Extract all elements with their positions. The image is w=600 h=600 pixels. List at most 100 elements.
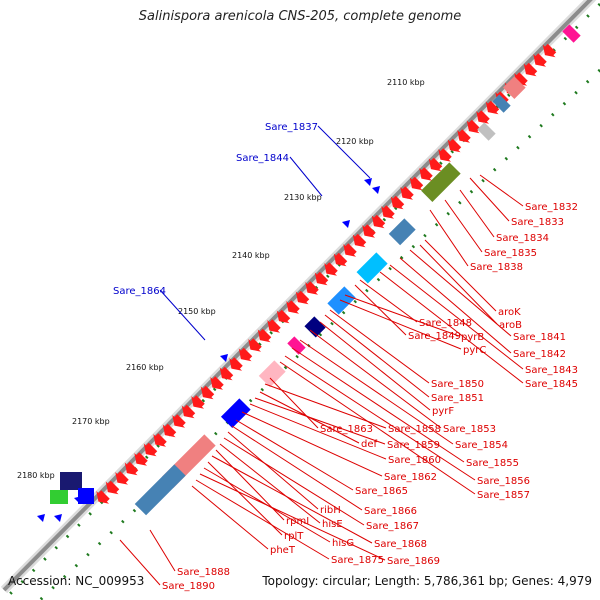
cds-reverse-arrow xyxy=(343,243,357,257)
reverse-leader-line xyxy=(389,264,524,370)
reverse-leader-line xyxy=(429,209,469,267)
cds-reverse-arrow xyxy=(371,214,386,229)
tick-label: 2160 kbp xyxy=(126,363,164,372)
cds-reverse-arrow xyxy=(542,43,557,58)
reverse-leader-line xyxy=(195,479,330,560)
cds-block-steelblue-3 xyxy=(492,94,511,113)
reverse-leader-line xyxy=(299,339,454,445)
cds-reverse-arrow xyxy=(181,404,196,419)
reverse-gene-label: Sare_1857 xyxy=(477,490,530,501)
reverse-leader-line xyxy=(235,419,354,491)
tick-label: 2130 kbp xyxy=(284,193,322,202)
cds-reverse-arrow xyxy=(248,338,262,352)
reverse-leader-line xyxy=(344,294,460,337)
reverse-gene-label: Sare_1866 xyxy=(364,506,417,517)
reverse-leader-line xyxy=(354,284,407,336)
reverse-gene-label: Sare_1863 xyxy=(320,424,373,435)
reverse-leader-line xyxy=(254,397,386,445)
reverse-leader-line xyxy=(119,539,161,586)
cds-reverse-arrow xyxy=(457,129,471,143)
reverse-gene-label: Sare_1865 xyxy=(355,486,408,497)
reverse-gene-label: Sare_1848 xyxy=(419,318,472,329)
reverse-leader-line xyxy=(319,321,431,411)
reverse-gene-label: Sare_1875 xyxy=(331,555,384,566)
reverse-leader-line xyxy=(191,485,269,550)
cds-block-olive xyxy=(421,162,461,202)
reverse-gene-label: Sare_1849 xyxy=(408,331,461,342)
reverse-gene-label: def xyxy=(361,439,378,450)
reverse-gene-label: Sare_1888 xyxy=(177,567,230,578)
reverse-leader-line xyxy=(231,425,363,511)
cds-reverse-arrow xyxy=(96,490,110,504)
reverse-gene-label: Sare_1862 xyxy=(384,472,437,483)
cds-reverse-arrow xyxy=(219,366,234,381)
reverse-leader-line xyxy=(309,329,442,429)
map-labels: 2110 kbp 2120 kbp 2130 kbp 2140 kbp 2150 kbp… xyxy=(17,78,578,592)
reverse-gene-label: pheT xyxy=(270,545,296,556)
cds-reverse-arrow xyxy=(409,176,424,191)
forward-leader-line xyxy=(159,289,206,341)
reverse-gene-label: Sare_1867 xyxy=(366,521,419,532)
cds-block-steelblue xyxy=(388,218,416,246)
reverse-leader-line xyxy=(419,244,498,325)
reverse-leader-line xyxy=(149,529,176,572)
reverse-leader-line xyxy=(469,177,510,222)
reverse-gene-label: Sare_1868 xyxy=(374,539,427,550)
reverse-gene-label: Sare_1856 xyxy=(477,476,530,487)
cds-reverse-arrow xyxy=(466,119,481,134)
cds-reverse-arrow xyxy=(124,461,139,476)
cds-reverse-arrow xyxy=(533,53,547,67)
reverse-gene-label: Sare_1853 xyxy=(443,424,496,435)
cds-block-magenta-2 xyxy=(562,24,581,43)
tick-label: 2120 kbp xyxy=(336,137,374,146)
forward-leader-line xyxy=(317,125,371,179)
reverse-leader-line xyxy=(459,189,495,238)
cds-forward-arrow xyxy=(37,514,45,522)
reverse-leader-line xyxy=(269,377,319,429)
cds-forward-block-navy xyxy=(60,472,82,490)
cds-reverse-arrow xyxy=(362,224,376,238)
reverse-gene-label: ribH xyxy=(320,505,341,516)
reverse-gene-label: pyrF xyxy=(432,406,454,417)
reverse-gene-label: Sare_1854 xyxy=(455,440,508,451)
reverse-leader-line xyxy=(291,347,465,463)
reverse-leader-line xyxy=(207,461,283,536)
reverse-leader-line xyxy=(219,443,321,524)
reverse-gene-label: hisE xyxy=(322,519,343,530)
cds-reverse-arrow xyxy=(143,442,158,457)
reverse-gene-label: Sare_1843 xyxy=(525,365,578,376)
reverse-leader-line xyxy=(211,455,373,544)
reverse-leader-line xyxy=(424,239,497,312)
cds-reverse-arrow xyxy=(314,271,329,286)
cds-reverse-arrow xyxy=(286,300,300,314)
forward-leader-line xyxy=(289,156,323,197)
cds-reverse-arrow xyxy=(447,138,462,153)
reverse-leader-line xyxy=(223,437,365,526)
reverse-gene-label: Sare_1834 xyxy=(496,233,549,244)
reverse-gene-label: Sare_1890 xyxy=(162,581,215,592)
reverse-gene-label: Sare_1838 xyxy=(470,262,523,273)
reverse-leader-line xyxy=(284,355,476,481)
forward-gene-label: Sare_1844 xyxy=(236,153,289,164)
cds-reverse-arrow xyxy=(153,433,167,447)
forward-gene-label: Sare_1864 xyxy=(113,286,166,297)
tick-label: 2170 kbp xyxy=(72,417,110,426)
reverse-gene-label: Sare_1842 xyxy=(513,349,566,360)
cds-reverse-arrow xyxy=(333,252,348,267)
reverse-gene-label: Sare_1859 xyxy=(387,440,440,451)
cds-reverse-arrow xyxy=(523,62,538,77)
cds-reverse-arrow xyxy=(162,423,177,438)
genome-summary: Topology: circular; Length: 5,786,361 bp… xyxy=(262,574,592,588)
cds-block-salmon-2 xyxy=(503,76,526,99)
reverse-gene-label: rpmI xyxy=(286,516,309,527)
forward-gene-label: Sare_1837 xyxy=(265,122,318,133)
cds-block-navy xyxy=(304,316,326,338)
reverse-gene-label: Sare_1845 xyxy=(525,379,578,390)
tick-label: 2150 kbp xyxy=(178,307,216,316)
tick-label: 2180 kbp xyxy=(17,471,55,480)
reverse-leader-line xyxy=(241,411,383,477)
reverse-gene-label: pyrC xyxy=(463,345,486,356)
reverse-gene-label: Sare_1835 xyxy=(484,248,537,259)
cds-reverse-arrow xyxy=(238,347,253,362)
